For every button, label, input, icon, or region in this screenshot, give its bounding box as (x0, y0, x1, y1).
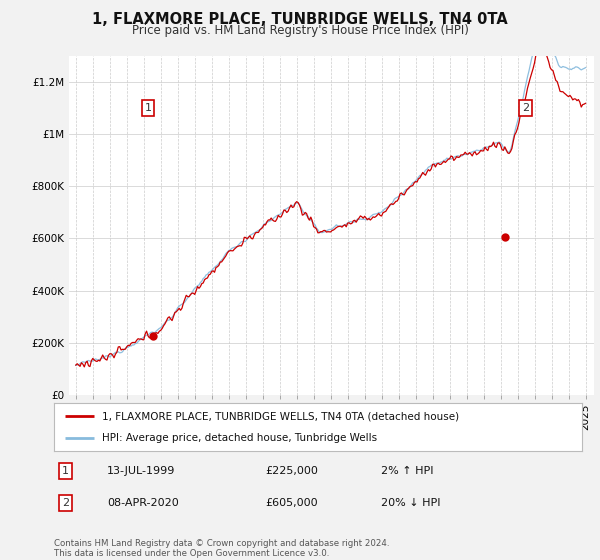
Text: 1, FLAXMORE PLACE, TUNBRIDGE WELLS, TN4 0TA: 1, FLAXMORE PLACE, TUNBRIDGE WELLS, TN4 … (92, 12, 508, 27)
Text: Price paid vs. HM Land Registry's House Price Index (HPI): Price paid vs. HM Land Registry's House … (131, 24, 469, 37)
Text: 08-APR-2020: 08-APR-2020 (107, 498, 179, 508)
Text: 20% ↓ HPI: 20% ↓ HPI (382, 498, 441, 508)
Text: £225,000: £225,000 (265, 466, 318, 476)
Text: 2% ↑ HPI: 2% ↑ HPI (382, 466, 434, 476)
Text: Contains HM Land Registry data © Crown copyright and database right 2024.
This d: Contains HM Land Registry data © Crown c… (54, 539, 389, 558)
Text: 2: 2 (522, 103, 529, 113)
Text: 1: 1 (145, 103, 151, 113)
Text: 2: 2 (62, 498, 69, 508)
Text: 1: 1 (62, 466, 69, 476)
Text: 13-JUL-1999: 13-JUL-1999 (107, 466, 175, 476)
Text: 1, FLAXMORE PLACE, TUNBRIDGE WELLS, TN4 0TA (detached house): 1, FLAXMORE PLACE, TUNBRIDGE WELLS, TN4 … (101, 411, 458, 421)
Text: £605,000: £605,000 (265, 498, 318, 508)
Text: HPI: Average price, detached house, Tunbridge Wells: HPI: Average price, detached house, Tunb… (101, 433, 377, 443)
